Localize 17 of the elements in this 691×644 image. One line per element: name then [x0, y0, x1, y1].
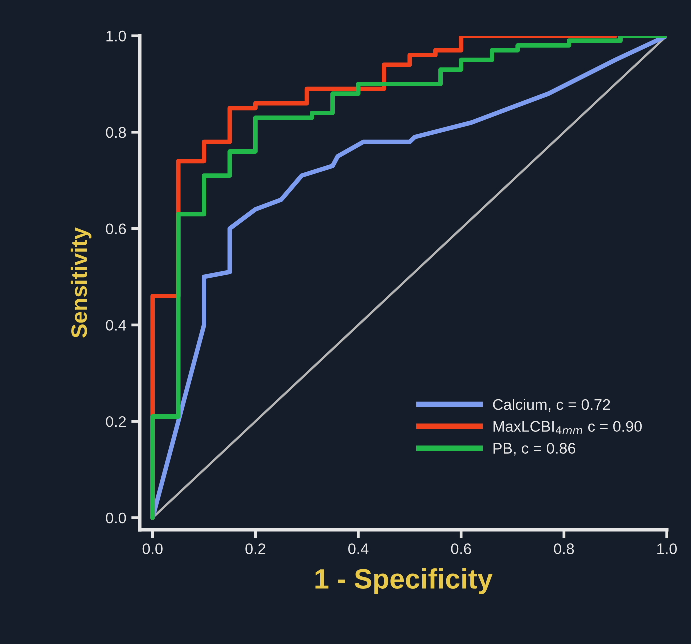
y-tick-label: 0.8: [106, 127, 126, 138]
x-axis-title: 1 - Specificity: [316, 568, 493, 594]
x-tick-label: 0.4: [348, 544, 369, 554]
x-tick-label: 0.8: [554, 544, 574, 554]
y-axis-title: Sensitivity: [70, 228, 92, 338]
y-tick-label: 0.6: [106, 224, 126, 235]
legend-label: MaxLCBI$_{4mm}$ c = 0.90: [494, 421, 642, 434]
x-tick-label: 0.6: [451, 544, 472, 554]
x-tick-label: 0.2: [246, 544, 266, 554]
x-tick-label: 1.0: [658, 544, 678, 554]
x-tick-label: 0.0: [142, 544, 163, 554]
y-tick-label: 0.4: [106, 320, 126, 331]
y-tick-label: 1.0: [106, 30, 126, 42]
legend-label: Calcium, c = 0.72: [493, 398, 610, 412]
y-tick-label: 0.0: [106, 512, 126, 524]
y-tick-label: 0.2: [106, 416, 126, 428]
legend-label: PB, c = 0.86: [494, 443, 576, 456]
